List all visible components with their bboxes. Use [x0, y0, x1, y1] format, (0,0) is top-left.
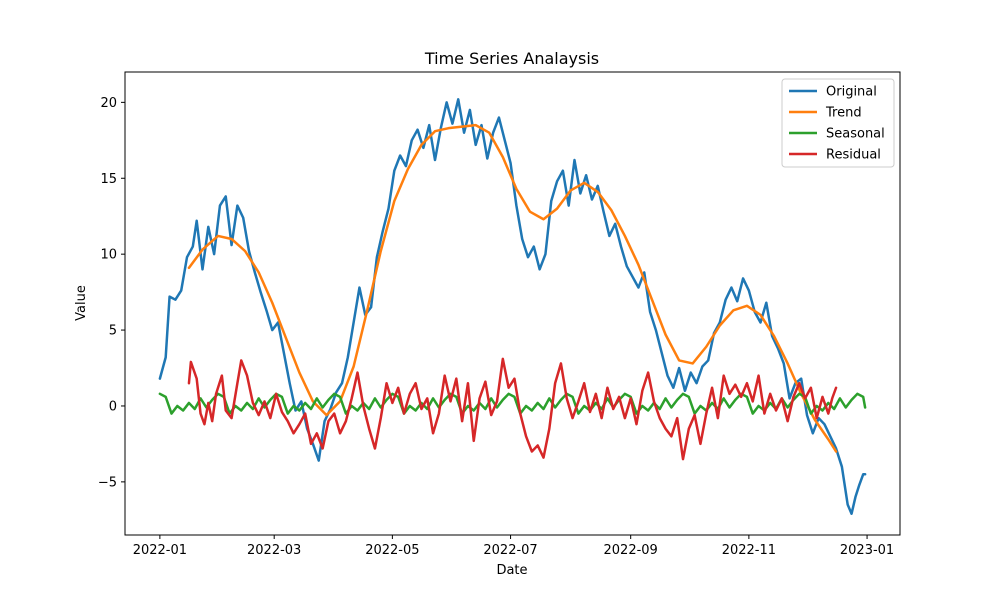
x-tick-label: 2023-01 — [840, 543, 894, 558]
x-tick-label: 2022-09 — [604, 543, 658, 558]
legend: Original Trend Seasonal Residual — [781, 78, 895, 168]
x-tick-label: 2022-05 — [365, 543, 419, 558]
legend-label-seasonal: Seasonal — [826, 127, 885, 142]
y-axis-ticks: −5 0 5 10 15 20 — [98, 96, 125, 490]
plot-frame — [124, 71, 901, 536]
series-line-residual — [187, 357, 838, 461]
series-line-original — [158, 98, 867, 515]
y-tick-label: 0 — [109, 399, 117, 414]
x-axis-label: Date — [496, 563, 527, 578]
y-tick-label: 5 — [109, 324, 117, 339]
y-tick-label: 15 — [100, 172, 117, 187]
legend-label-original: Original — [826, 85, 877, 100]
legend-label-residual: Residual — [826, 148, 881, 163]
x-tick-label: 2022-11 — [722, 543, 776, 558]
x-tick-label: 2022-03 — [247, 543, 301, 558]
y-tick-label: 10 — [100, 248, 117, 263]
y-tick-label: −5 — [98, 475, 117, 490]
x-tick-label: 2022-01 — [133, 543, 187, 558]
x-axis-ticks: 2022-01 2022-03 2022-05 2022-07 2022-09 2022-… — [133, 535, 894, 558]
y-tick-label: 20 — [100, 96, 117, 111]
y-axis-label: Value — [74, 285, 89, 321]
series-line-seasonal — [158, 392, 867, 415]
chart-title: Time Series Analaysis — [424, 49, 599, 68]
series-layer — [158, 98, 867, 515]
legend-label-trend: Trend — [825, 106, 862, 121]
legend-box — [781, 78, 895, 168]
series-line-trend — [187, 123, 838, 453]
x-tick-label: 2022-07 — [483, 543, 537, 558]
